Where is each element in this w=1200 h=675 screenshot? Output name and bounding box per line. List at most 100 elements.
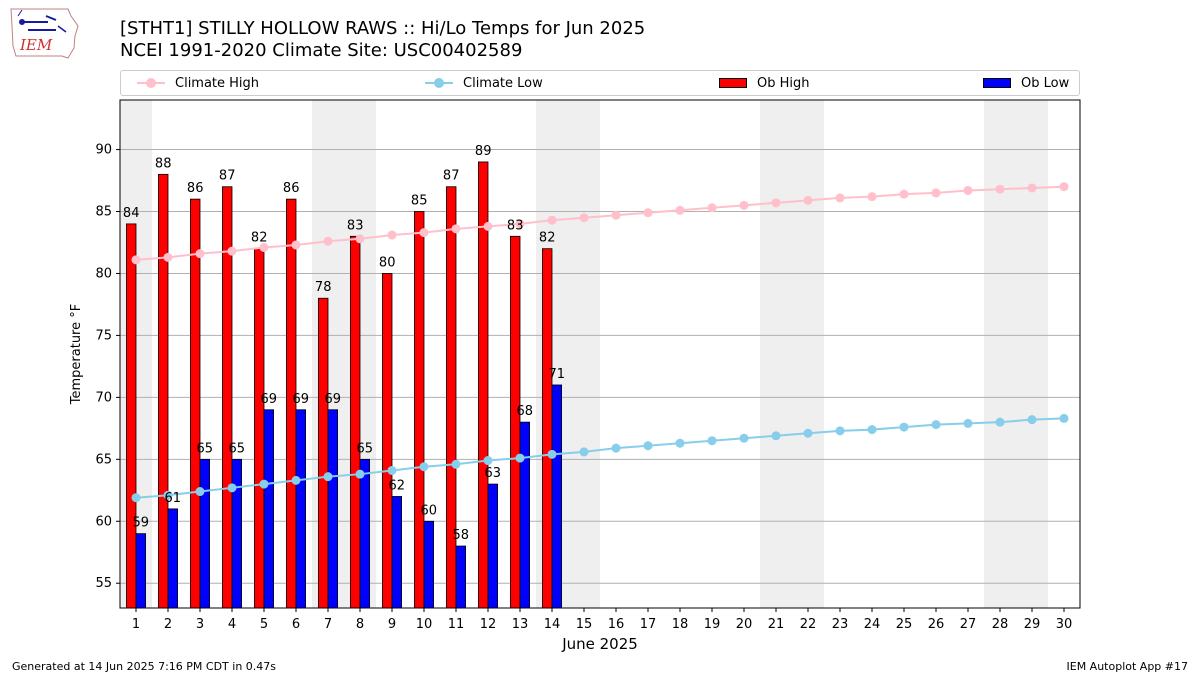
x-axis-label: June 2025 [561,635,638,653]
ob-low-bar [295,409,307,609]
x-tick-label: 1 [132,617,140,632]
climate-low-point [195,487,205,497]
footer-generated-text: Generated at 14 Jun 2025 7:16 PM CDT in … [12,660,277,673]
climate-low-point [163,490,173,500]
x-tick-label: 12 [480,617,497,632]
logo-text: IEM [19,36,53,54]
climate-high-point [803,195,813,205]
y-tick-label: 65 [95,452,112,467]
x-tick-label: 21 [768,617,785,632]
climate-high-point [323,236,333,246]
ob-low-bar-label: 61 [165,491,182,506]
ob-low-bar [231,458,243,609]
legend-line-icon [137,78,165,88]
climate-low-point [675,438,685,448]
x-tick-label: 4 [228,617,236,632]
legend-item-climate-low: Climate Low [425,71,543,95]
x-tick-label: 17 [640,617,657,632]
x-tick-label: 26 [928,617,945,632]
climate-low-point [483,456,493,466]
legend-label: Climate High [175,75,260,91]
legend-item-ob-high: Ob High [719,71,810,95]
climate-low-point [131,493,141,503]
ob-high-bar [157,173,169,609]
ob-high-bar-label: 83 [347,218,364,233]
ob-high-bar-label: 87 [443,169,460,184]
ob-low-bar-label: 71 [549,367,566,382]
ob-high-bar [253,248,265,609]
climate-high-point [707,203,717,213]
ob-high-bar [445,186,457,609]
y-tick-label: 90 [95,143,112,158]
ob-low-bar [391,496,403,609]
legend-patch-icon [983,78,1011,88]
x-tick-label: 3 [196,617,204,632]
climate-high-point [1059,182,1069,192]
climate-low-point [835,426,845,436]
gridlines [120,149,1080,584]
climate-high-point [483,221,493,231]
ob-low-bar-label: 69 [325,392,342,407]
weekend-bands [120,100,1048,608]
climate-low-point [643,441,653,451]
ob-low-bar-label: 63 [485,466,502,481]
legend-label: Ob High [757,75,810,91]
ob-low-bar [327,409,339,609]
ob-low-bar-label: 68 [517,404,534,419]
climate-high-point [1027,183,1037,193]
climate-low-point [931,420,941,430]
y-tick-label: 55 [95,576,112,591]
x-tick-label: 28 [992,617,1009,632]
climate-high-point [995,184,1005,194]
ob-low-bar [423,520,435,609]
ob-low-bar-label: 65 [197,441,214,456]
ob-low-bar-label: 69 [293,392,310,407]
legend-patch-icon [719,78,747,88]
ob-high-bar-label: 86 [187,181,204,196]
x-tick-label: 25 [896,617,913,632]
x-tick-label: 30 [1056,617,1073,632]
ob-high-bar-label: 87 [219,169,236,184]
climate-low-point [963,418,973,428]
chart-title: [STHT1] STILLY HOLLOW RAWS :: Hi/Lo Temp… [120,18,646,39]
climate-high-point [291,240,301,250]
climate-high-point [675,205,685,215]
y-tick-label: 75 [95,328,112,343]
climate-low-point [771,431,781,441]
y-tick-label: 85 [95,205,112,220]
climate-low-point [355,469,365,479]
x-tick-label: 13 [512,617,529,632]
weekend-band [984,100,1016,608]
ob-high-bar-label: 88 [155,156,172,171]
iem-logo: IEM [10,8,79,59]
x-tick-label: 22 [800,617,817,632]
ob-low-bar-label: 65 [357,441,374,456]
x-tick-label: 2 [164,617,172,632]
climate-low-point [259,479,269,489]
climate-high-point [931,188,941,198]
ob-low-bar [135,533,147,609]
weekend-band [792,100,824,608]
climate-high-point [643,208,653,218]
ob-low-bar [455,545,467,609]
climate-low-point [611,443,621,453]
climate-low-point [995,417,1005,427]
climate-high-point [963,185,973,195]
climate-low-point [227,483,237,493]
ob-high-bar [189,198,201,609]
ob-low-bar [487,483,499,609]
y-tick-label: 80 [95,266,112,281]
climate-high-point [739,200,749,210]
climate-lines-layer [131,182,1069,503]
ob-low-bar [359,458,371,609]
ob-high-bar [381,273,393,609]
climate-high-point [515,219,525,229]
climate-high-point [227,246,237,256]
x-tick-label: 27 [960,617,977,632]
x-tick-label: 5 [260,617,268,632]
ob-high-bar-label: 85 [411,194,428,209]
ob-low-bar-label: 62 [389,478,406,493]
x-tick-label: 15 [576,617,593,632]
y-tick-label: 70 [95,390,112,405]
